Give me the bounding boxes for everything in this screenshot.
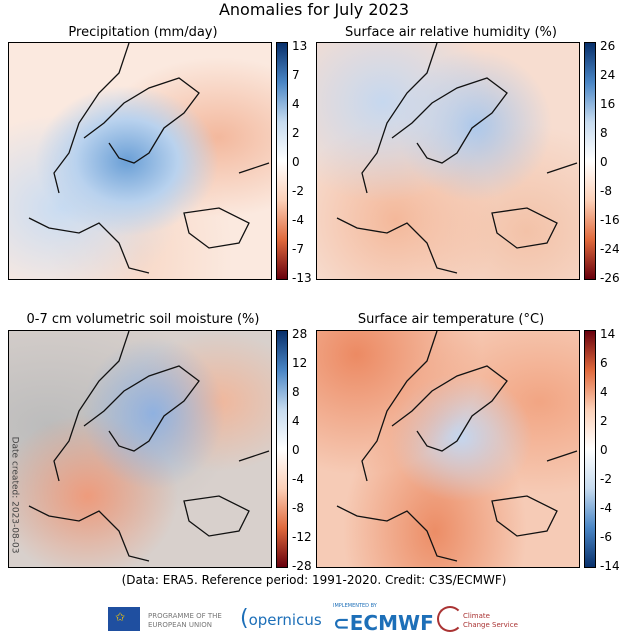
- date-created: Date created: 2023-08-03: [9, 436, 20, 554]
- colorbar-tick-label: 2: [292, 126, 300, 140]
- map-heatmap: [8, 330, 272, 568]
- credit-text: (Data: ERA5. Reference period: 1991-2020…: [121, 573, 507, 587]
- panel-title: Surface air relative humidity (%): [345, 25, 557, 40]
- colorbar-tick-label: -14: [600, 559, 620, 573]
- colorbar-tick-label: 8: [292, 385, 300, 399]
- colorbar-tick-label: -16: [600, 213, 620, 227]
- colorbar-tick-label: -4: [292, 213, 304, 227]
- colorbar-tick-label: -28: [292, 559, 312, 573]
- colorbar-tick-label: 26: [600, 39, 616, 53]
- colorbar-tick-label: 16: [600, 97, 616, 111]
- colorbar: [584, 330, 596, 568]
- colorbar-tick-label: -2: [292, 184, 304, 198]
- ecmwf-text: ECMWF: [349, 611, 434, 635]
- coastline: [336, 43, 578, 274]
- colorbar-tick-label: -26: [600, 271, 620, 285]
- coastline: [28, 43, 270, 274]
- panel-title: 0-7 cm volumetric soil moisture (%): [26, 312, 260, 327]
- panel-title: Surface air temperature (°C): [357, 312, 545, 327]
- coastline: [336, 331, 578, 562]
- colorbar-tick-label: 0: [292, 443, 300, 457]
- colorbar-tick-label: 0: [292, 155, 300, 169]
- colorbar-tick-label: -24: [600, 242, 620, 256]
- colorbar-tick-label: -2: [600, 472, 612, 486]
- colorbar-tick-label: 24: [600, 68, 616, 82]
- copernicus-text: opernicus: [248, 611, 322, 629]
- colorbar-tick-label: 13: [292, 39, 308, 53]
- colorbar-tick-label: 7: [292, 68, 300, 82]
- colorbar: [276, 42, 288, 280]
- panel-title: Precipitation (mm/day): [68, 25, 218, 40]
- implemented-by: IMPLEMENTED BY: [333, 603, 377, 609]
- colorbar-tick-label: -4: [292, 472, 304, 486]
- colorbar-tick-label: 28: [292, 327, 308, 341]
- colorbar: [584, 42, 596, 280]
- colorbar-tick-label: 14: [600, 327, 616, 341]
- map-heatmap: [316, 42, 580, 280]
- map-heatmap: [316, 330, 580, 568]
- colorbar-tick-label: 6: [600, 356, 608, 370]
- c3s-logo-icon: [437, 606, 463, 632]
- figure-title: Anomalies for July 2023: [218, 0, 410, 19]
- copernicus-logo: (opernicus: [240, 606, 322, 631]
- colorbar-tick-label: -7: [292, 242, 304, 256]
- colorbar-tick-label: -8: [292, 501, 304, 515]
- colorbar: [276, 330, 288, 568]
- colorbar-tick-label: 4: [600, 385, 608, 399]
- colorbar-tick-label: 2: [600, 414, 608, 428]
- colorbar-tick-label: -6: [600, 530, 612, 544]
- colorbar-tick-label: 4: [292, 414, 300, 428]
- colorbar-tick-label: -8: [600, 184, 612, 198]
- colorbar-tick-label: 0: [600, 155, 608, 169]
- ecmwf-logo: ⊂ECMWF: [333, 611, 434, 635]
- colorbar-tick-label: -12: [292, 530, 312, 544]
- eu-flag-logo: ✩: [108, 607, 140, 631]
- map-heatmap: [8, 42, 272, 280]
- coastline: [28, 331, 270, 562]
- colorbar-tick-label: 0: [600, 443, 608, 457]
- c3s-text: Climate Change Service: [463, 612, 518, 629]
- colorbar-tick-label: -13: [292, 271, 312, 285]
- colorbar-tick-label: 4: [292, 97, 300, 111]
- eu-programme-text: PROGRAMME OF THE EUROPEAN UNION: [148, 612, 222, 629]
- colorbar-tick-label: 12: [292, 356, 308, 370]
- colorbar-tick-label: 8: [600, 126, 608, 140]
- colorbar-tick-label: -4: [600, 501, 612, 515]
